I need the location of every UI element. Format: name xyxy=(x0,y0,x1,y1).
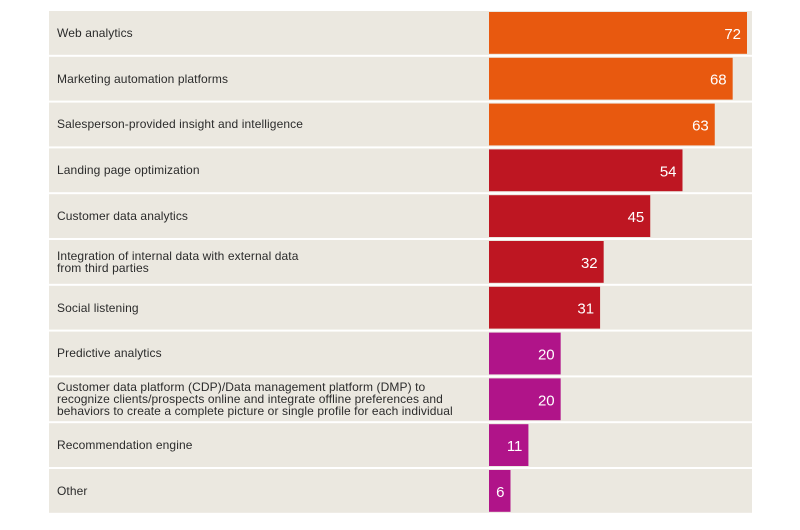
bar xyxy=(489,103,715,146)
bar xyxy=(489,424,529,466)
bar xyxy=(489,378,561,421)
category-label-text: Marketing automation platforms xyxy=(57,71,229,86)
category-label-text: Social listening xyxy=(57,300,139,315)
category-label-text: Salesperson-provided insight and intelli… xyxy=(57,117,303,132)
row-background xyxy=(49,285,752,330)
bar-value-label: 6 xyxy=(496,484,504,501)
row-background xyxy=(49,469,752,513)
bar-value-label: 20 xyxy=(538,392,555,409)
chart-bars xyxy=(489,12,747,512)
bar xyxy=(489,195,651,237)
bar-value-label: 32 xyxy=(581,255,598,272)
bar-value-label: 68 xyxy=(710,72,727,89)
chart-value-labels: 72 68 63 54 45 32 31 20 20 11 6 xyxy=(496,26,741,501)
row-background xyxy=(49,331,752,376)
category-label-text: Predictive analytics xyxy=(57,346,162,361)
category-label-text: Integration of internal data with extern… xyxy=(57,248,299,275)
bar xyxy=(489,12,747,54)
bar xyxy=(489,286,601,329)
category-label-text: Landing page optimization xyxy=(57,163,200,178)
category-label-text: Customer data analytics xyxy=(57,209,189,224)
category-label: Salesperson-provided insight and intelli… xyxy=(57,103,487,147)
category-label: Predictive analytics xyxy=(57,332,487,376)
bar-value-label: 11 xyxy=(507,438,523,455)
category-label-text: Web analytics xyxy=(57,25,133,40)
bar-value-label: 45 xyxy=(628,209,645,226)
category-label-text: Customer data platform (CDP)/Data manage… xyxy=(57,380,453,419)
bar xyxy=(489,57,733,100)
category-label-text: Recommendation engine xyxy=(57,438,193,453)
category-label: Customer data platform (CDP)/Data manage… xyxy=(57,377,487,421)
category-label: Other xyxy=(57,469,487,513)
bar-value-label: 72 xyxy=(724,26,741,43)
bar-value-label: 63 xyxy=(692,118,709,135)
category-label: Integration of internal data with extern… xyxy=(57,240,487,284)
bar xyxy=(489,332,561,375)
bar-value-label: 20 xyxy=(538,347,555,364)
bar xyxy=(489,470,511,512)
row-background xyxy=(49,240,752,284)
category-label: Landing page optimization xyxy=(57,148,487,192)
row-background xyxy=(49,377,752,422)
row-background xyxy=(49,423,752,467)
category-label-text: Other xyxy=(57,483,88,498)
bar xyxy=(489,149,683,192)
category-label: Marketing automation platforms xyxy=(57,57,487,101)
bar xyxy=(489,241,604,283)
bar-value-label: 54 xyxy=(660,163,677,180)
category-label: Social listening xyxy=(57,286,487,330)
category-label: Recommendation engine xyxy=(57,423,487,467)
bar-value-label: 31 xyxy=(577,301,594,318)
category-label: Customer data analytics xyxy=(57,194,487,238)
category-label: Web analytics xyxy=(57,11,487,55)
